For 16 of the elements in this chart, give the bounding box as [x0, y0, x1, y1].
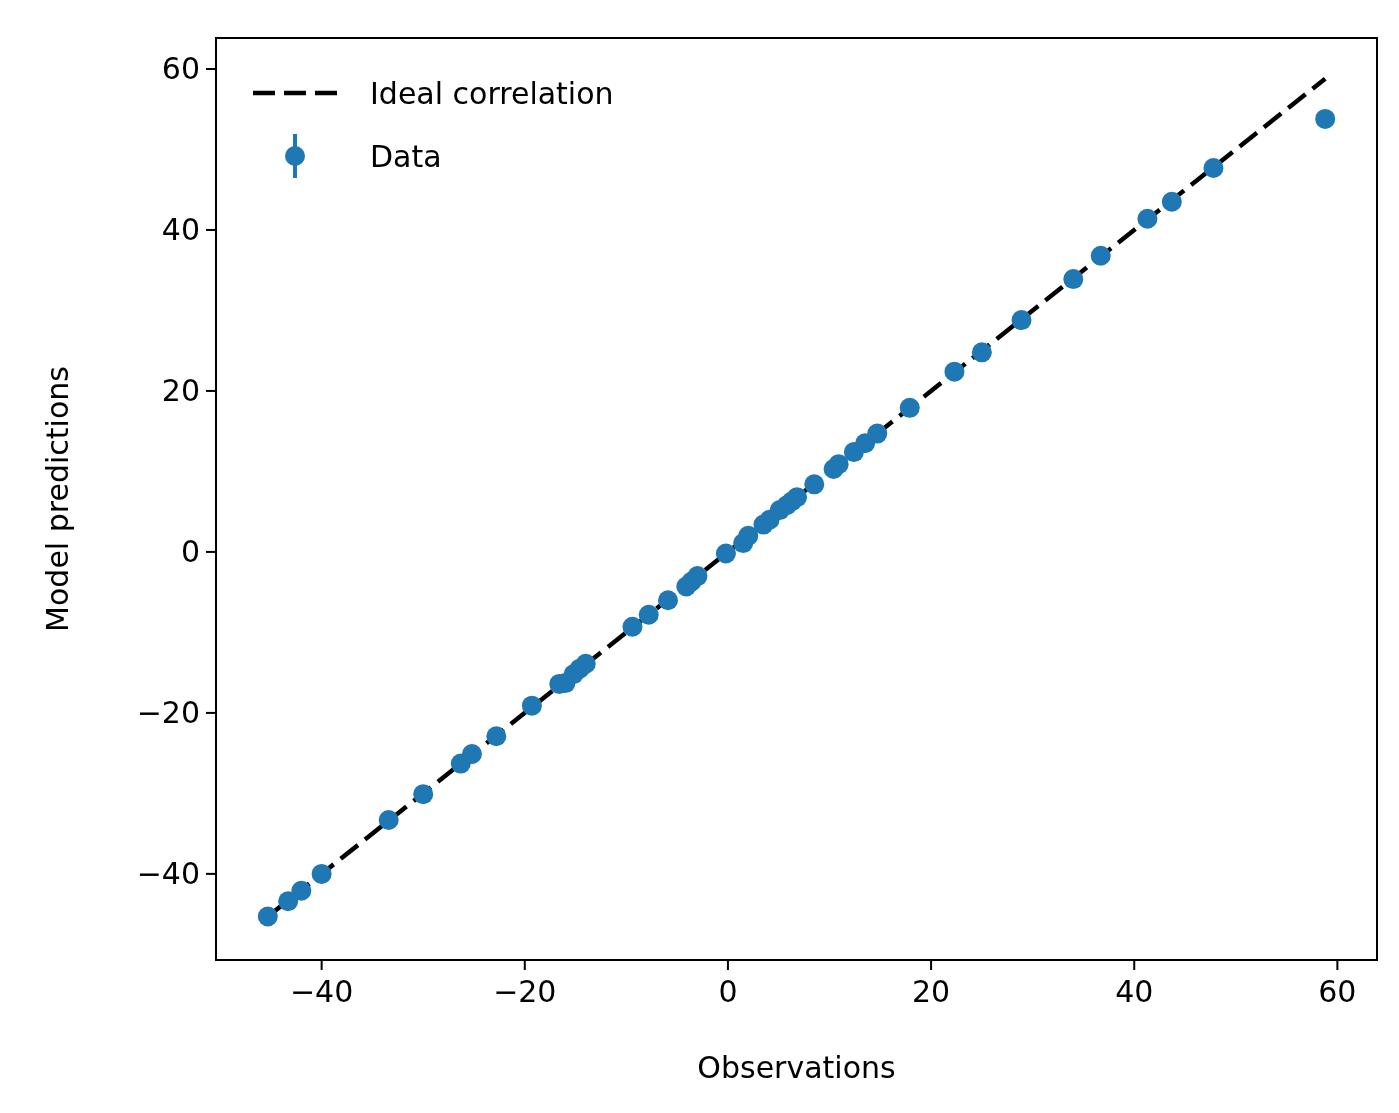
x-tick-label: −40 [289, 974, 354, 1009]
x-tick-label: 20 [911, 974, 951, 1009]
y-tick-label: 20 [161, 373, 200, 409]
y-tick-label: −40 [136, 856, 200, 892]
x-tick-label: 0 [718, 974, 738, 1009]
y-tick-label: 60 [161, 51, 200, 87]
x-tick-label: 60 [1318, 974, 1357, 1009]
y-tick-label: 40 [161, 212, 200, 248]
x-axis-title: Observations [697, 1050, 896, 1085]
x-tick-label: −20 [493, 974, 557, 1009]
legend-label: Ideal correlation [370, 75, 614, 111]
y-tick-label: −20 [136, 695, 200, 731]
y-axis-title: Model predictions [40, 366, 75, 632]
x-tick-label: 40 [1115, 974, 1154, 1009]
y-tick-label: 0 [180, 534, 200, 570]
legend-label: Data [370, 138, 442, 174]
